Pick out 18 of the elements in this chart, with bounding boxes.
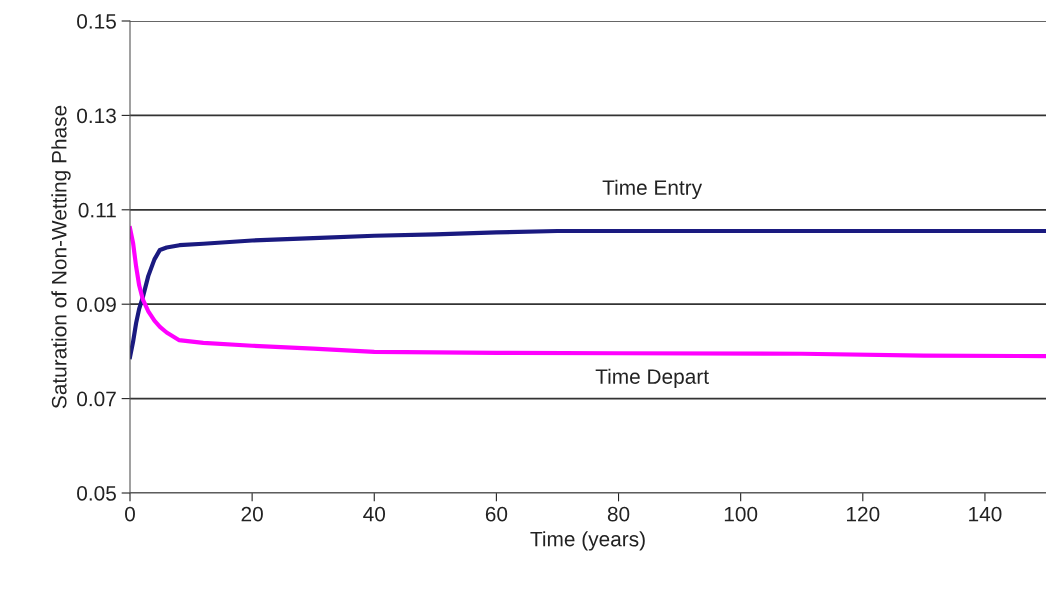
y-axis-title: Saturation of Non-Wetting Phase	[51, 105, 71, 409]
x-axis-title: Time (years)	[530, 531, 645, 551]
y-tick-label: 0.13	[77, 108, 116, 124]
y-tick-label: 0.15	[77, 14, 116, 29]
y-tick-label: 0.05	[77, 486, 116, 501]
y-tick-label: 0.07	[77, 391, 116, 407]
x-tick-label: 20	[241, 506, 263, 522]
y-tick-label: 0.09	[77, 297, 116, 312]
y-tick-label: 0.11	[78, 202, 116, 218]
series-label: Time Entry	[602, 179, 703, 200]
x-tick-label: 80	[607, 506, 630, 522]
x-tick-label: 40	[363, 506, 386, 522]
x-tick-label: 60	[485, 506, 508, 522]
x-tick-label: 100	[724, 506, 758, 522]
x-tick-label: 120	[847, 506, 880, 522]
x-tick-label: 0	[125, 506, 135, 522]
x-tick-label: 140	[969, 506, 1002, 522]
series-label: Time Depart	[595, 368, 709, 389]
